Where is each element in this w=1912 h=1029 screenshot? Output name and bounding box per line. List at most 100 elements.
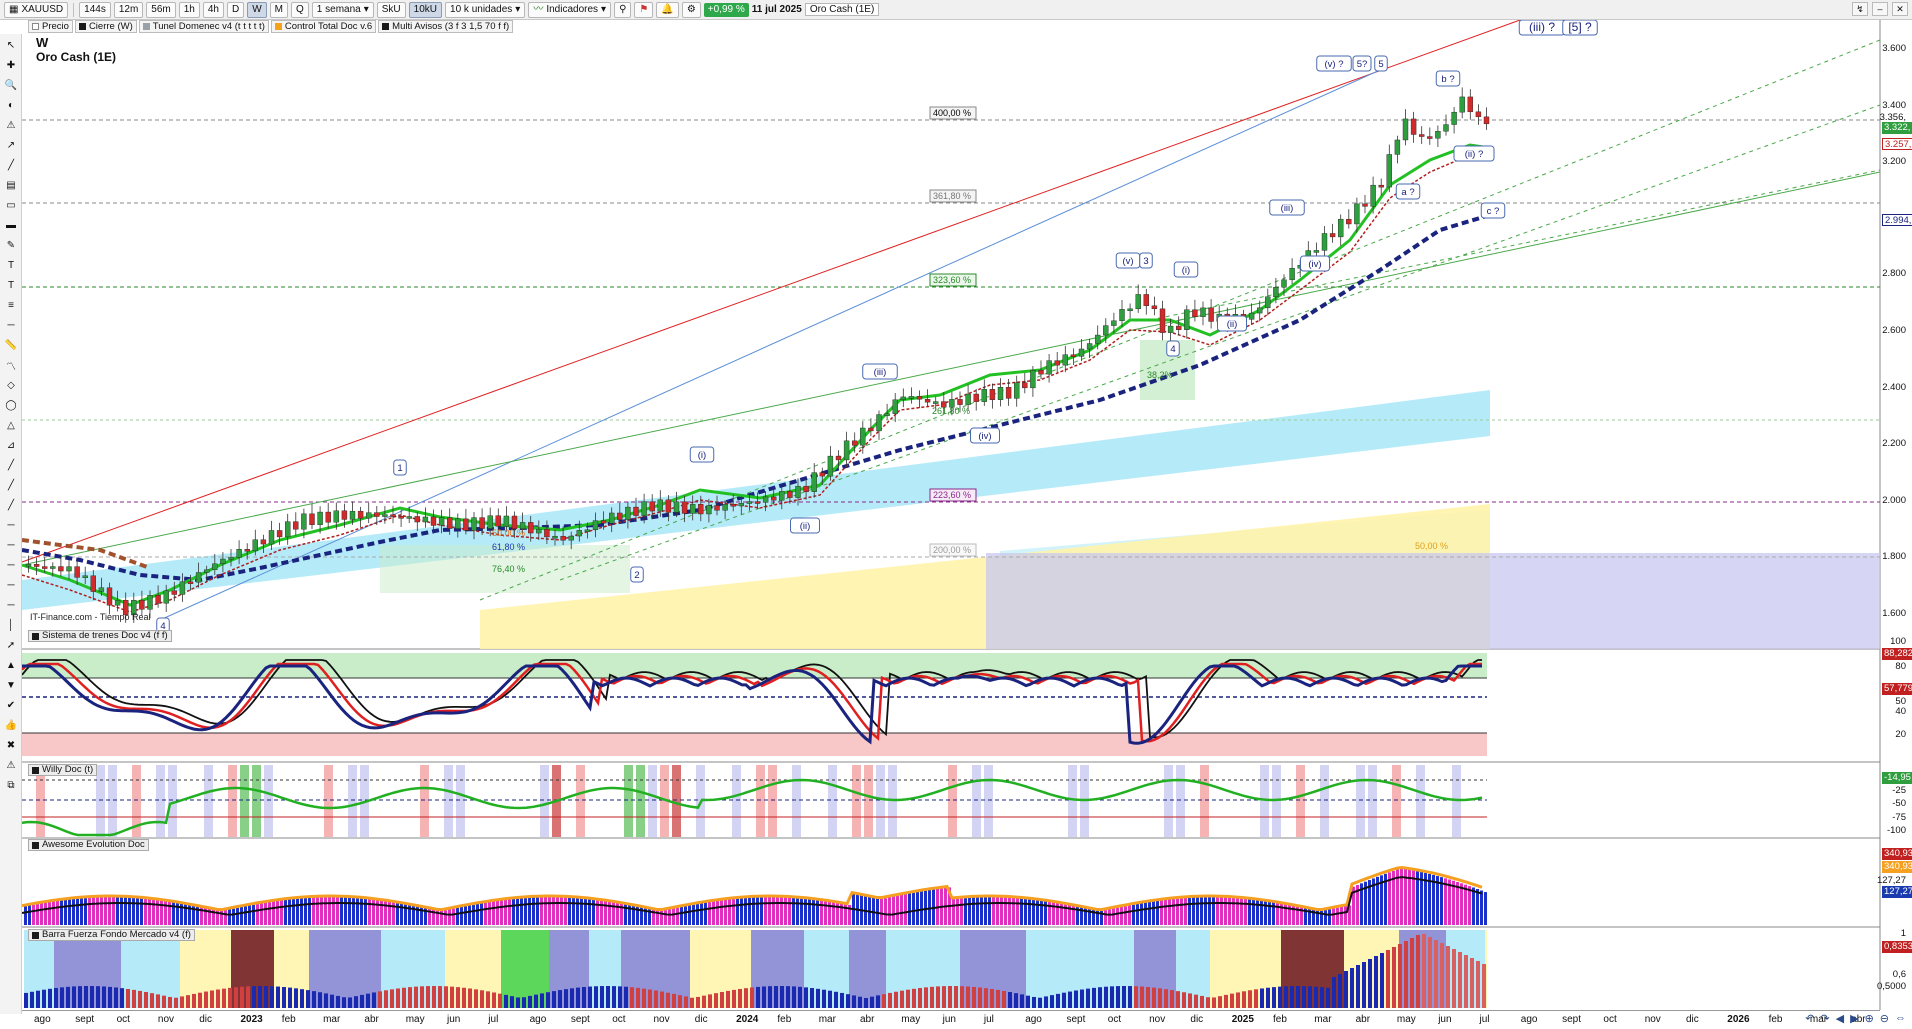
chip-multi-avisos[interactable]: Multi Avisos (3 f 3 1,5 70 f f) [378, 20, 514, 33]
barra-bar [252, 986, 256, 1008]
hline-red-icon[interactable]: ─ [7, 559, 15, 571]
line-red-icon[interactable]: ╱ [7, 499, 15, 511]
pane-title-trend[interactable]: Sistema de trenes Doc v4 (f f) [28, 630, 172, 642]
check-icon[interactable]: ✔ [6, 699, 16, 711]
arrow-tool-icon[interactable]: ↗ [6, 139, 16, 151]
interval-56m[interactable]: 56m [146, 1, 176, 18]
shape-tool-icon[interactable]: ◇ [7, 379, 15, 391]
minimize-icon[interactable]: – [1872, 2, 1888, 16]
separator [73, 2, 75, 17]
back-icon[interactable]: ◀ [1835, 1013, 1845, 1025]
barra-bar [300, 989, 304, 1008]
chip-cierre[interactable]: Cierre (W) [74, 20, 137, 33]
copy-icon[interactable]: ⧉ [7, 779, 15, 791]
pane-title-willy[interactable]: Willy Doc (t) [28, 764, 98, 776]
time-label: abr [860, 1014, 875, 1025]
candle-body [892, 399, 898, 414]
chip-tunel[interactable]: Tunel Domenec v4 (t t t t t) [138, 20, 269, 33]
pane-title-barra[interactable]: Barra Fuerza Fondo Mercado v4 (f) [28, 929, 195, 941]
barra-bar [234, 987, 238, 1008]
measure-tool-icon[interactable]: ⊿ [6, 439, 16, 451]
line-tool-icon[interactable]: ╱ [7, 159, 15, 171]
ruler-icon[interactable]: 📏 [4, 339, 18, 351]
green-line-icon[interactable]: ─ [7, 319, 15, 331]
forward-icon[interactable]: ▶ [1850, 1013, 1859, 1025]
thumbs-up-icon[interactable]: 👍 [4, 719, 18, 731]
awesome-bar [1368, 880, 1371, 925]
willy-bar [948, 765, 957, 837]
interval-m[interactable]: M [269, 1, 289, 18]
crosshair-icon[interactable]: ✚ [6, 59, 16, 71]
line-green-icon[interactable]: ╱ [7, 459, 15, 471]
hline-blue-icon[interactable]: ─ [7, 579, 15, 591]
hline-dark-icon[interactable]: ─ [7, 599, 15, 611]
cursor-icon[interactable]: ↖ [6, 39, 16, 51]
label-tool-icon[interactable]: T [7, 279, 15, 291]
close-icon[interactable]: ✕ [1892, 2, 1908, 16]
indicators-button[interactable]: 〰 Indicadores ▾ [528, 1, 612, 18]
zoom-out-icon[interactable]: ⊖ [1879, 1013, 1889, 1025]
settings-button[interactable]: ⚙ [681, 1, 701, 18]
ticks-toggle[interactable]: 10kU [408, 1, 443, 18]
time-axis[interactable]: ago sept oct nov dic 2023 feb mar abr may jun jul ag… [22, 1010, 1880, 1029]
trend-osc-blue [22, 664, 1482, 745]
candle-body [503, 515, 510, 527]
fib-tool-icon[interactable]: ≡ [8, 299, 14, 311]
sell-arrow-icon[interactable]: ▼ [6, 679, 16, 691]
zoom-icon[interactable]: 🔍 [4, 79, 18, 91]
candle-body [843, 440, 850, 461]
buy-arrow-icon[interactable]: ▲ [6, 659, 16, 671]
barra-bar [264, 986, 268, 1008]
chip-control-total[interactable]: Control Total Doc v.6 [270, 20, 377, 33]
alert-tool-icon[interactable]: ⚠ [6, 119, 16, 131]
path-tool-icon[interactable]: 〽 [6, 361, 16, 373]
interval-12m[interactable]: 12m [113, 1, 144, 18]
interval-144s[interactable]: 144s [79, 1, 111, 18]
triangle-tool-icon[interactable]: △ [7, 419, 15, 431]
arrow-marker-icon[interactable]: ➚ [6, 639, 16, 651]
sku-toggle[interactable]: SkU [376, 1, 406, 18]
interval-1h[interactable]: 1h [178, 1, 200, 18]
interval-w[interactable]: W [247, 1, 267, 18]
chart-canvas[interactable]: 400,00 % 361,80 % 323,60 % 223,60 % 200,… [0, 20, 1912, 1010]
interval-4h[interactable]: 4h [202, 1, 224, 18]
delete-icon[interactable]: ✖ [6, 739, 16, 751]
candle-body [560, 535, 566, 541]
range-selector[interactable]: 1 semana ▾ [311, 1, 374, 18]
interval-q[interactable]: Q [291, 1, 309, 18]
awesome-bar [884, 898, 887, 925]
interval-d[interactable]: D [226, 1, 245, 18]
zoom-in-icon[interactable]: ⊕ [1864, 1013, 1874, 1025]
attach-button[interactable]: ⚲ [614, 1, 632, 18]
undo-icon[interactable]: ↶ [1805, 1013, 1815, 1025]
warning-icon[interactable]: ⚠ [6, 759, 16, 771]
barra-bar [372, 992, 376, 1008]
wave-label: 4 [1170, 344, 1175, 355]
flag-button[interactable]: ⚑ [634, 1, 654, 18]
units-selector[interactable]: 10 k unidades ▾ [445, 1, 526, 18]
ellipse-tool-icon[interactable]: ◯ [5, 399, 17, 411]
price-label: 3.600 [1882, 43, 1906, 54]
pen-tool-icon[interactable]: ✎ [6, 239, 16, 251]
chart-settings-icon[interactable]: ↯ [1852, 2, 1868, 16]
chip-precio[interactable]: Precio [28, 20, 73, 33]
alert-button[interactable]: 🔔 [656, 1, 679, 18]
vline-icon[interactable]: │ [7, 619, 15, 631]
hline-tool-icon[interactable]: ▬ [6, 219, 16, 231]
rect-tool-icon[interactable]: ▭ [6, 199, 16, 211]
magnet-icon[interactable]: ◐ [7, 99, 15, 111]
awesome-bar [248, 905, 251, 925]
line-blue-icon[interactable]: ╱ [7, 479, 15, 491]
line-black-icon[interactable]: ─ [7, 519, 15, 531]
hline-green-icon[interactable]: ─ [7, 539, 15, 551]
candle-body [479, 517, 485, 529]
text-tool-icon[interactable]: T [7, 259, 15, 271]
awesome-bar [216, 910, 219, 925]
fit-icon[interactable]: ⇔ [1895, 1012, 1906, 1024]
candle-body [1014, 382, 1020, 399]
symbol-selector[interactable]: ▦ XAUUSD [4, 1, 69, 18]
pane-title-awesome[interactable]: Awesome Evolution Doc [28, 839, 149, 851]
barra-bar [1092, 987, 1096, 1008]
redo-icon[interactable]: ↷ [1820, 1013, 1830, 1025]
channel-tool-icon[interactable]: ▤ [6, 179, 16, 191]
